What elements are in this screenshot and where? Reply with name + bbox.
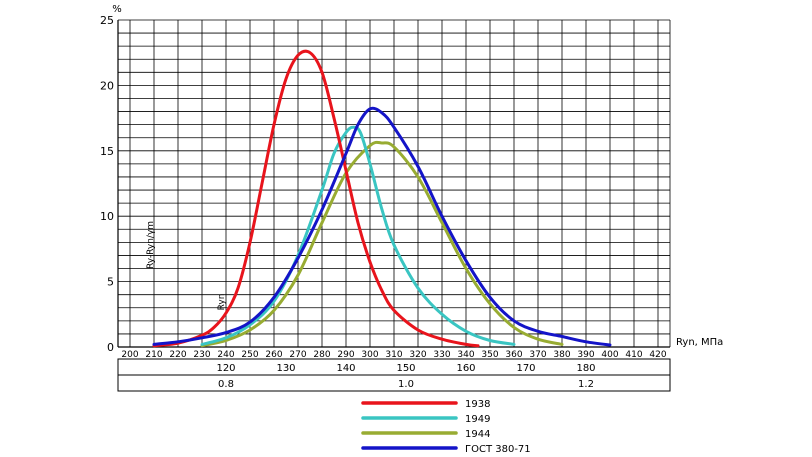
series-line-1949 <box>200 125 516 346</box>
chart-grid <box>118 19 670 347</box>
legend-label: 1938 <box>465 399 490 410</box>
secondary-scale-label: 0.8 <box>218 379 234 390</box>
y-tick-label: 25 <box>100 14 114 27</box>
x-tick-label: 370 <box>529 350 546 360</box>
y-tick-label: 20 <box>100 79 114 92</box>
x-tick-label: 420 <box>649 350 666 360</box>
x-tick-label: 350 <box>481 350 498 360</box>
x-tick-label: 270 <box>289 350 306 360</box>
x-tick-label: 410 <box>625 350 642 360</box>
x-tick-label: 300 <box>361 350 378 360</box>
plot-frame <box>117 20 671 348</box>
x-tick-label: 280 <box>313 350 330 360</box>
x-tick-label: 220 <box>169 350 186 360</box>
x-tick-label: 390 <box>577 350 594 360</box>
secondary-scale-label: 120 <box>216 363 235 374</box>
legend: 1938 1949 1944 ГОСТ 380-71 <box>361 399 531 455</box>
x-tick-label: 360 <box>505 350 522 360</box>
y-unit-label: % <box>112 4 122 15</box>
secondary-scale-label: 1.2 <box>578 379 594 390</box>
secondary-scale-label: 140 <box>336 363 355 374</box>
secondary-scale-label: 130 <box>276 363 295 374</box>
annotation-ryn: Ryn <box>217 294 227 311</box>
legend-label: 1944 <box>465 429 490 440</box>
y-tick-label: 15 <box>100 145 114 158</box>
series-line-1938 <box>152 49 480 348</box>
y-tick-label: 10 <box>100 210 114 223</box>
x-tick-label: 240 <box>217 350 234 360</box>
secondary-scale-label: 180 <box>576 363 595 374</box>
x-tick-label: 310 <box>385 350 402 360</box>
x-tick-label: 250 <box>241 350 258 360</box>
y-tick-labels: 0 5 10 15 20 25 <box>100 14 114 354</box>
series-line-1944 <box>200 140 564 348</box>
secondary-scale-label: 1.0 <box>398 379 414 390</box>
legend-label: 1949 <box>465 414 490 425</box>
x-tick-label: 330 <box>433 350 450 360</box>
secondary-scale-label: 160 <box>456 363 475 374</box>
secondary-scales-table: 120 130 140 150 160 170 180 0.8 1.0 1.2 <box>117 358 671 392</box>
x-tick-label: 400 <box>601 350 618 360</box>
y-tick-label: 5 <box>107 276 114 289</box>
x-tick-label: 230 <box>193 350 210 360</box>
secondary-scale-label: 150 <box>396 363 415 374</box>
legend-label: ГОСТ 380-71 <box>465 444 531 455</box>
x-tick-label: 210 <box>145 350 162 360</box>
x-tick-label: 320 <box>409 350 426 360</box>
secondary-scale-label: 170 <box>516 363 535 374</box>
x-tick-label: 380 <box>553 350 570 360</box>
x-tick-labels: 200 210 220 230 240 250 260 270 280 290 300 310 320 3… <box>121 350 666 360</box>
annotation-ry-formula: Ry-Ryn/γm <box>146 221 156 269</box>
x-tick-label: 260 <box>265 350 282 360</box>
series-lines <box>152 49 612 348</box>
x-axis-label: Ryn, МПа <box>676 337 723 348</box>
y-tick-label: 0 <box>107 341 114 354</box>
series-line-гост-380-71 <box>152 106 612 347</box>
x-tick-label: 200 <box>121 350 138 360</box>
x-tick-label: 290 <box>337 350 354 360</box>
x-tick-label: 340 <box>457 350 474 360</box>
